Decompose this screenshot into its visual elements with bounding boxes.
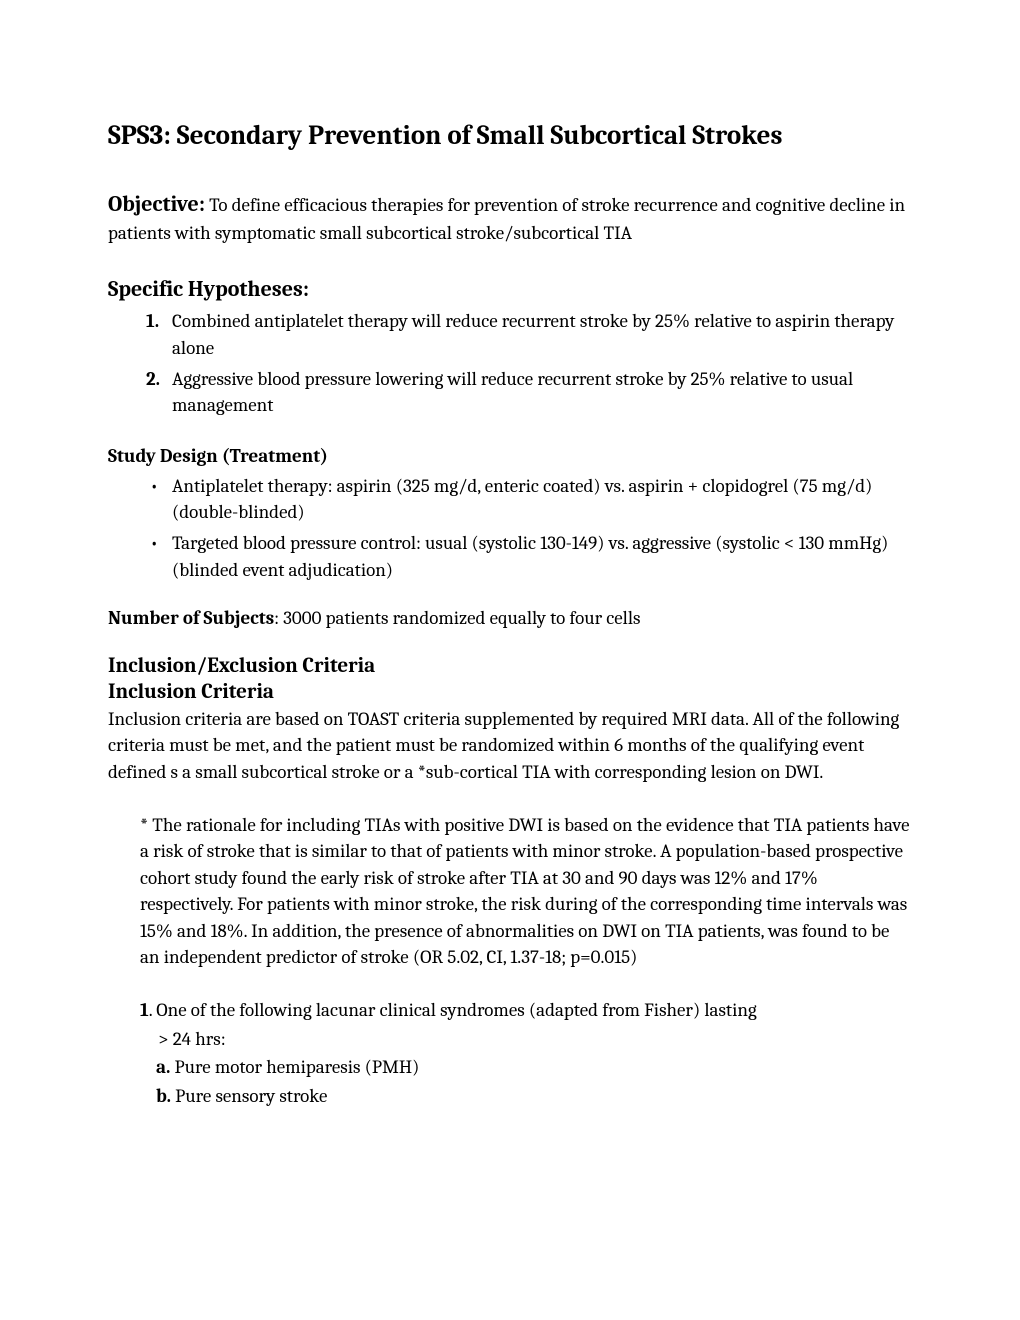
study-design-list: Antiplatelet therapy: aspirin (325 mg/d,… <box>146 473 912 583</box>
sub-text: Pure motor hemiparesis (PMH) <box>170 1056 419 1078</box>
criteria-number: 1 <box>140 999 149 1021</box>
hypothesis-text: Combined antiplatelet therapy will reduc… <box>172 310 894 359</box>
study-design-text: Targeted blood pressure control: usual (… <box>172 532 888 581</box>
subjects-paragraph: Number of Subjects: 3000 patients random… <box>108 605 912 632</box>
criteria-item-text: . One of the following lacunar clinical … <box>149 999 757 1021</box>
criteria-sub-a: a. Pure motor hemiparesis (PMH) <box>156 1054 912 1081</box>
criteria-item-continuation: > 24 hrs: <box>158 1026 912 1053</box>
sub-text: Pure sensory stroke <box>171 1085 327 1107</box>
subjects-text: : 3000 patients randomized equally to fo… <box>274 607 640 629</box>
sub-letter: b. <box>156 1085 171 1107</box>
rationale-paragraph: * The rationale for including TIAs with … <box>140 812 912 972</box>
study-design-item: Antiplatelet therapy: aspirin (325 mg/d,… <box>146 473 912 526</box>
hypothesis-item: 1.Combined antiplatelet therapy will red… <box>146 308 912 361</box>
objective-paragraph: Objective: To define efficacious therapi… <box>108 189 912 246</box>
hypotheses-list: 1.Combined antiplatelet therapy will red… <box>146 308 912 418</box>
objective-text: To define efficacious therapies for prev… <box>108 194 905 244</box>
inclusion-intro: Inclusion criteria are based on TOAST cr… <box>108 706 912 786</box>
sub-letter: a. <box>156 1056 170 1078</box>
subjects-label: Number of Subjects <box>108 607 274 629</box>
study-design-text: Antiplatelet therapy: aspirin (325 mg/d,… <box>172 475 872 524</box>
criteria-sub-b: b. Pure sensory stroke <box>156 1083 912 1110</box>
study-design-item: Targeted blood pressure control: usual (… <box>146 530 912 583</box>
criteria-heading: Inclusion/Exclusion Criteria <box>108 654 912 678</box>
study-design-heading: Study Design (Treatment) <box>108 445 912 467</box>
objective-label: Objective: <box>108 191 205 217</box>
criteria-item-1: 1. One of the following lacunar clinical… <box>140 997 912 1024</box>
document-title: SPS3: Secondary Prevention of Small Subc… <box>108 120 912 151</box>
inclusion-heading: Inclusion Criteria <box>108 680 912 704</box>
hypotheses-heading: Specific Hypotheses: <box>108 276 912 302</box>
hypothesis-item: 2.Aggressive blood pressure lowering wil… <box>146 366 912 419</box>
hypothesis-text: Aggressive blood pressure lowering will … <box>172 368 853 417</box>
